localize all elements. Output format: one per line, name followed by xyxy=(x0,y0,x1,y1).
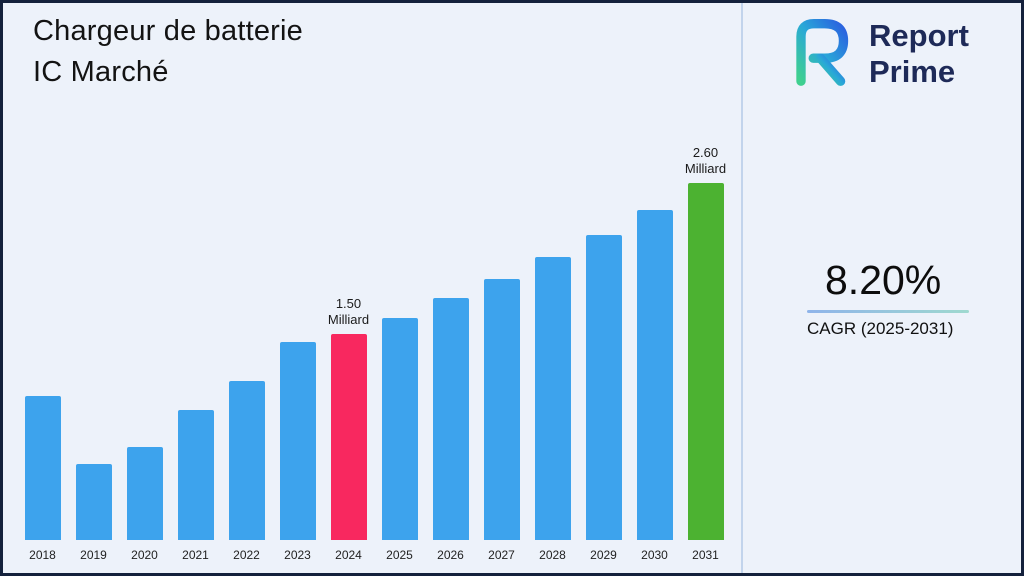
bar-2022 xyxy=(228,381,265,540)
page-title: Chargeur de batterie IC Marché xyxy=(33,11,303,93)
bar-2020 xyxy=(126,447,163,540)
vertical-divider xyxy=(741,3,743,573)
bar-2019 xyxy=(75,464,112,540)
x-axis-label-2026: 2026 xyxy=(437,548,464,562)
bar-2030 xyxy=(636,210,673,540)
bar-2027 xyxy=(483,279,520,540)
bar-value-label-2031: 2.60 Milliard xyxy=(684,145,727,176)
bar-2021 xyxy=(177,410,214,540)
page-title-line2: IC Marché xyxy=(33,56,169,88)
bar-column-2018: 2018 xyxy=(17,141,68,564)
x-axis-label-2029: 2029 xyxy=(590,548,617,562)
cagr-label: CAGR (2025-2031) xyxy=(807,319,954,338)
bar-column-2022: 2022 xyxy=(221,141,272,564)
bar-column-2031: 2.60 Milliard 2031 xyxy=(680,141,731,564)
x-axis-label-2025: 2025 xyxy=(386,548,413,562)
bar-column-2028: 2028 xyxy=(527,141,578,564)
x-axis-label-2019: 2019 xyxy=(80,548,107,562)
bar-2026 xyxy=(432,298,469,540)
bar-column-2019: 2019 xyxy=(68,141,119,564)
brand-name: Report Prime xyxy=(869,18,969,90)
bar-column-2021: 2021 xyxy=(170,141,221,564)
bar-2023 xyxy=(279,342,316,540)
x-axis-label-2027: 2027 xyxy=(488,548,515,562)
reportprime-logo-icon xyxy=(783,13,855,94)
x-axis-label-2020: 2020 xyxy=(131,548,158,562)
cagr-underline xyxy=(807,310,969,313)
bar-column-2026: 2026 xyxy=(425,141,476,564)
bar-2024 xyxy=(330,334,367,540)
bar-2025 xyxy=(381,318,418,540)
bar-2018 xyxy=(24,396,61,540)
x-axis-label-2028: 2028 xyxy=(539,548,566,562)
bar-column-2029: 2029 xyxy=(578,141,629,564)
bar-column-2024: 1.50 Milliard 2024 xyxy=(323,141,374,564)
bar-value-label-2024: 1.50 Milliard xyxy=(327,296,370,327)
page-title-line1: Chargeur de batterie xyxy=(33,15,303,47)
brand-name-line1: Report xyxy=(869,17,969,53)
x-axis-label-2030: 2030 xyxy=(641,548,668,562)
x-axis-label-2031: 2031 xyxy=(692,548,719,562)
bar-column-2025: 2025 xyxy=(374,141,425,564)
brand-name-line2: Prime xyxy=(869,53,956,89)
bar-2029 xyxy=(585,235,622,540)
x-axis-label-2023: 2023 xyxy=(284,548,311,562)
bar-column-2027: 2027 xyxy=(476,141,527,564)
bar-column-2023: 2023 xyxy=(272,141,323,564)
brand-logo: Report Prime xyxy=(783,13,969,94)
bar-column-2020: 2020 xyxy=(119,141,170,564)
bar-2031 xyxy=(687,183,724,540)
bar-2028 xyxy=(534,257,571,540)
cagr-value: 8.20% xyxy=(825,257,942,303)
x-axis-label-2022: 2022 xyxy=(233,548,260,562)
x-axis-label-2024: 2024 xyxy=(335,548,362,562)
x-axis-label-2018: 2018 xyxy=(29,548,56,562)
x-axis-label-2021: 2021 xyxy=(182,548,209,562)
bar-chart: 2018 2019 2020 2021 2022 2023 1.50 Milliard 2024… xyxy=(17,141,731,564)
bar-column-2030: 2030 xyxy=(629,141,680,564)
